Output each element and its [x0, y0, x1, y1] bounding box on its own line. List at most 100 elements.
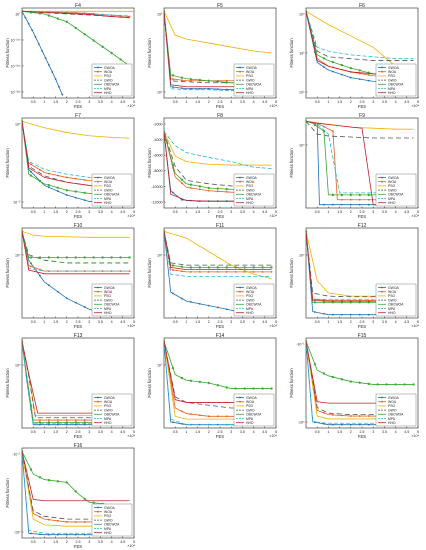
- data-point: [74, 26, 77, 30]
- legend-label: GWO: [388, 408, 397, 412]
- x-tick-label: 1: [327, 210, 329, 214]
- series-mpa: [164, 11, 272, 92]
- data-point: [65, 297, 68, 300]
- x-tick-label: 2: [350, 210, 352, 214]
- data-point: [403, 383, 406, 386]
- data-point: [340, 198, 343, 201]
- legend-marker: [239, 286, 241, 289]
- data-point: [367, 198, 370, 201]
- y-tick-label: -2000: [153, 122, 162, 126]
- y-tick-label: 10⁰: [15, 363, 21, 367]
- legend-label: OBCWOA: [388, 193, 404, 197]
- x-tick-label: 5: [417, 210, 419, 214]
- series-hho: [22, 10, 130, 18]
- data-point: [172, 393, 174, 396]
- data-point: [314, 421, 316, 424]
- data-point: [331, 60, 335, 64]
- y-axis-label: Fitness function: [289, 148, 294, 178]
- legend-label: GWO: [246, 78, 255, 82]
- data-point: [47, 256, 51, 259]
- data-point: [322, 129, 326, 133]
- legend-label: GWOA: [104, 66, 115, 70]
- x-axis-label: FES: [74, 544, 82, 549]
- x-tick-label: 4: [253, 210, 255, 214]
- data-point: [181, 270, 183, 273]
- data-point: [56, 174, 59, 177]
- data-point: [39, 515, 41, 518]
- data-point: [83, 533, 86, 536]
- legend-label: GWOA: [104, 506, 115, 510]
- data-point: [128, 15, 131, 18]
- legend-label: GWOA: [104, 286, 115, 290]
- data-point: [331, 313, 334, 316]
- data-point: [171, 264, 175, 267]
- data-point: [198, 270, 201, 273]
- x-tick-label: 5: [133, 430, 135, 434]
- data-point: [189, 301, 192, 303]
- data-point: [349, 423, 352, 426]
- data-point: [349, 198, 352, 201]
- x-tick-label: 1: [43, 320, 45, 324]
- series-line: [306, 11, 414, 60]
- chart-panel-f13: F13 0.5 1 1.5 2 2.5 3 3.5 4 4.5 5×10⁴ FES Fitness fu…: [5, 333, 135, 439]
- legend-label: PSO: [104, 514, 112, 518]
- x-tick-label: 1.5: [53, 100, 58, 104]
- data-point: [189, 270, 192, 273]
- data-point: [189, 413, 192, 416]
- data-point: [198, 302, 201, 305]
- data-point: [198, 78, 202, 82]
- data-point: [412, 383, 415, 386]
- data-point: [47, 270, 50, 272]
- legend-label: PSO: [104, 294, 112, 298]
- series-hho: [22, 341, 130, 414]
- data-point: [29, 11, 33, 14]
- x-tick-label: 0.5: [31, 430, 36, 434]
- legend-label: GWOA: [388, 176, 399, 180]
- x-tick-label: 3: [372, 210, 374, 214]
- series-line: [164, 231, 272, 277]
- legend-label: MPA: [246, 417, 254, 421]
- data-point: [83, 306, 86, 308]
- data-point: [358, 78, 361, 81]
- data-point: [394, 383, 397, 386]
- series-line: [306, 11, 414, 61]
- x-tick-label: 0.5: [31, 210, 36, 214]
- x-tick-label: 4.5: [262, 100, 267, 104]
- legend-label: OBCWOA: [104, 83, 120, 87]
- data-point: [340, 423, 343, 426]
- data-point: [171, 74, 175, 77]
- x-tick-label: 2: [350, 320, 352, 324]
- x-tick-label: 0.5: [173, 210, 178, 214]
- legend-label: PSO: [388, 294, 396, 298]
- y-tick-label: 10°: [157, 363, 163, 367]
- legend-marker: [239, 70, 241, 73]
- x-tick-label: 4: [111, 320, 113, 324]
- x-tick-label: 2: [208, 430, 210, 434]
- x-tick-label: 3: [230, 430, 232, 434]
- data-point: [29, 174, 33, 177]
- data-point: [181, 410, 183, 413]
- x-tick-label: 1: [43, 210, 45, 214]
- data-point: [331, 301, 335, 304]
- data-point: [39, 274, 41, 277]
- legend-label: OBCWOA: [246, 303, 262, 307]
- data-point: [83, 423, 86, 426]
- legend-label: OBCWOA: [388, 83, 404, 87]
- legend-label: GWOA: [246, 66, 257, 70]
- data-point: [216, 306, 219, 309]
- legend-label: GWOA: [388, 396, 399, 400]
- data-point: [367, 203, 370, 206]
- y-tick-label: 10⁰: [299, 143, 305, 147]
- data-point: [216, 88, 219, 91]
- legend-label: PSO: [104, 184, 112, 188]
- x-axis-label: FES: [358, 434, 366, 439]
- data-point: [47, 186, 50, 189]
- x-tick-label: 4: [111, 210, 113, 214]
- legend-label: PSO: [246, 294, 254, 298]
- legend-marker: [97, 396, 99, 399]
- data-point: [367, 74, 370, 76]
- y-axis-label: Fitness function: [289, 38, 294, 68]
- legend-label: HHO: [246, 201, 254, 205]
- legend-label: OBCWOA: [246, 83, 262, 87]
